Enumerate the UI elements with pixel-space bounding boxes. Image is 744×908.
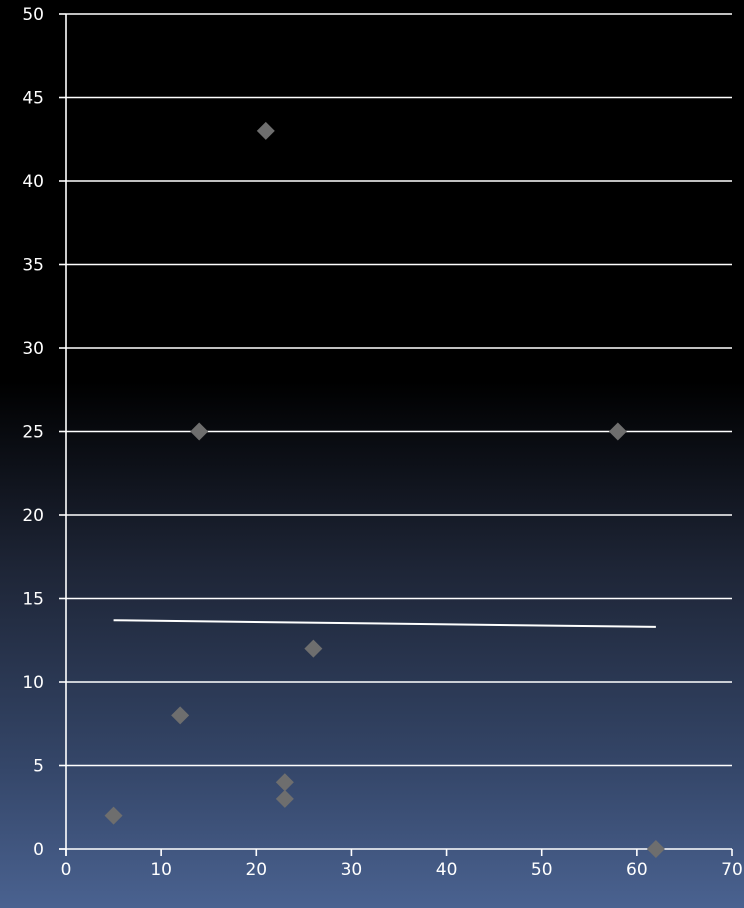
- x-tick-label: 50: [531, 860, 553, 880]
- data-point-diamond: [171, 706, 190, 725]
- data-point-diamond: [275, 773, 294, 792]
- data-points: [104, 121, 665, 858]
- gridlines: [66, 13, 732, 767]
- x-tick-label: 30: [341, 860, 363, 880]
- x-tick-label: 40: [436, 860, 458, 880]
- y-tick-label: 35: [22, 256, 44, 276]
- data-point-diamond: [304, 639, 323, 658]
- trendline: [113, 619, 656, 628]
- data-point-diamond: [104, 806, 123, 825]
- axes: [59, 13, 733, 856]
- y-tick-label: 45: [22, 89, 44, 109]
- y-tick-label: 15: [22, 590, 44, 610]
- y-tick-label: 25: [22, 423, 44, 443]
- data-point-diamond: [646, 840, 665, 858]
- y-tick-label: 20: [22, 506, 44, 526]
- x-tick-label: 0: [61, 860, 72, 880]
- y-tick-label: 5: [33, 757, 44, 777]
- y-tick-label: 50: [22, 5, 44, 25]
- trendline-layer: [113, 619, 656, 628]
- x-tick-label: 10: [150, 860, 172, 880]
- tick-labels: 0 5 10 15 20 25 30 35 40 45 50 0 10 20 30 40 50 60 70: [22, 5, 742, 880]
- data-point-diamond: [275, 789, 294, 808]
- data-point-diamond: [190, 422, 209, 441]
- y-tick-label: 10: [22, 673, 44, 693]
- y-tick-label: 0: [33, 840, 44, 860]
- data-point-diamond: [608, 422, 627, 441]
- y-tick-label: 30: [22, 339, 44, 359]
- x-tick-label: 60: [626, 860, 648, 880]
- data-point-diamond: [256, 121, 275, 140]
- y-tick-label: 40: [22, 172, 44, 192]
- x-tick-label: 20: [245, 860, 267, 880]
- x-tick-label: 70: [721, 860, 743, 880]
